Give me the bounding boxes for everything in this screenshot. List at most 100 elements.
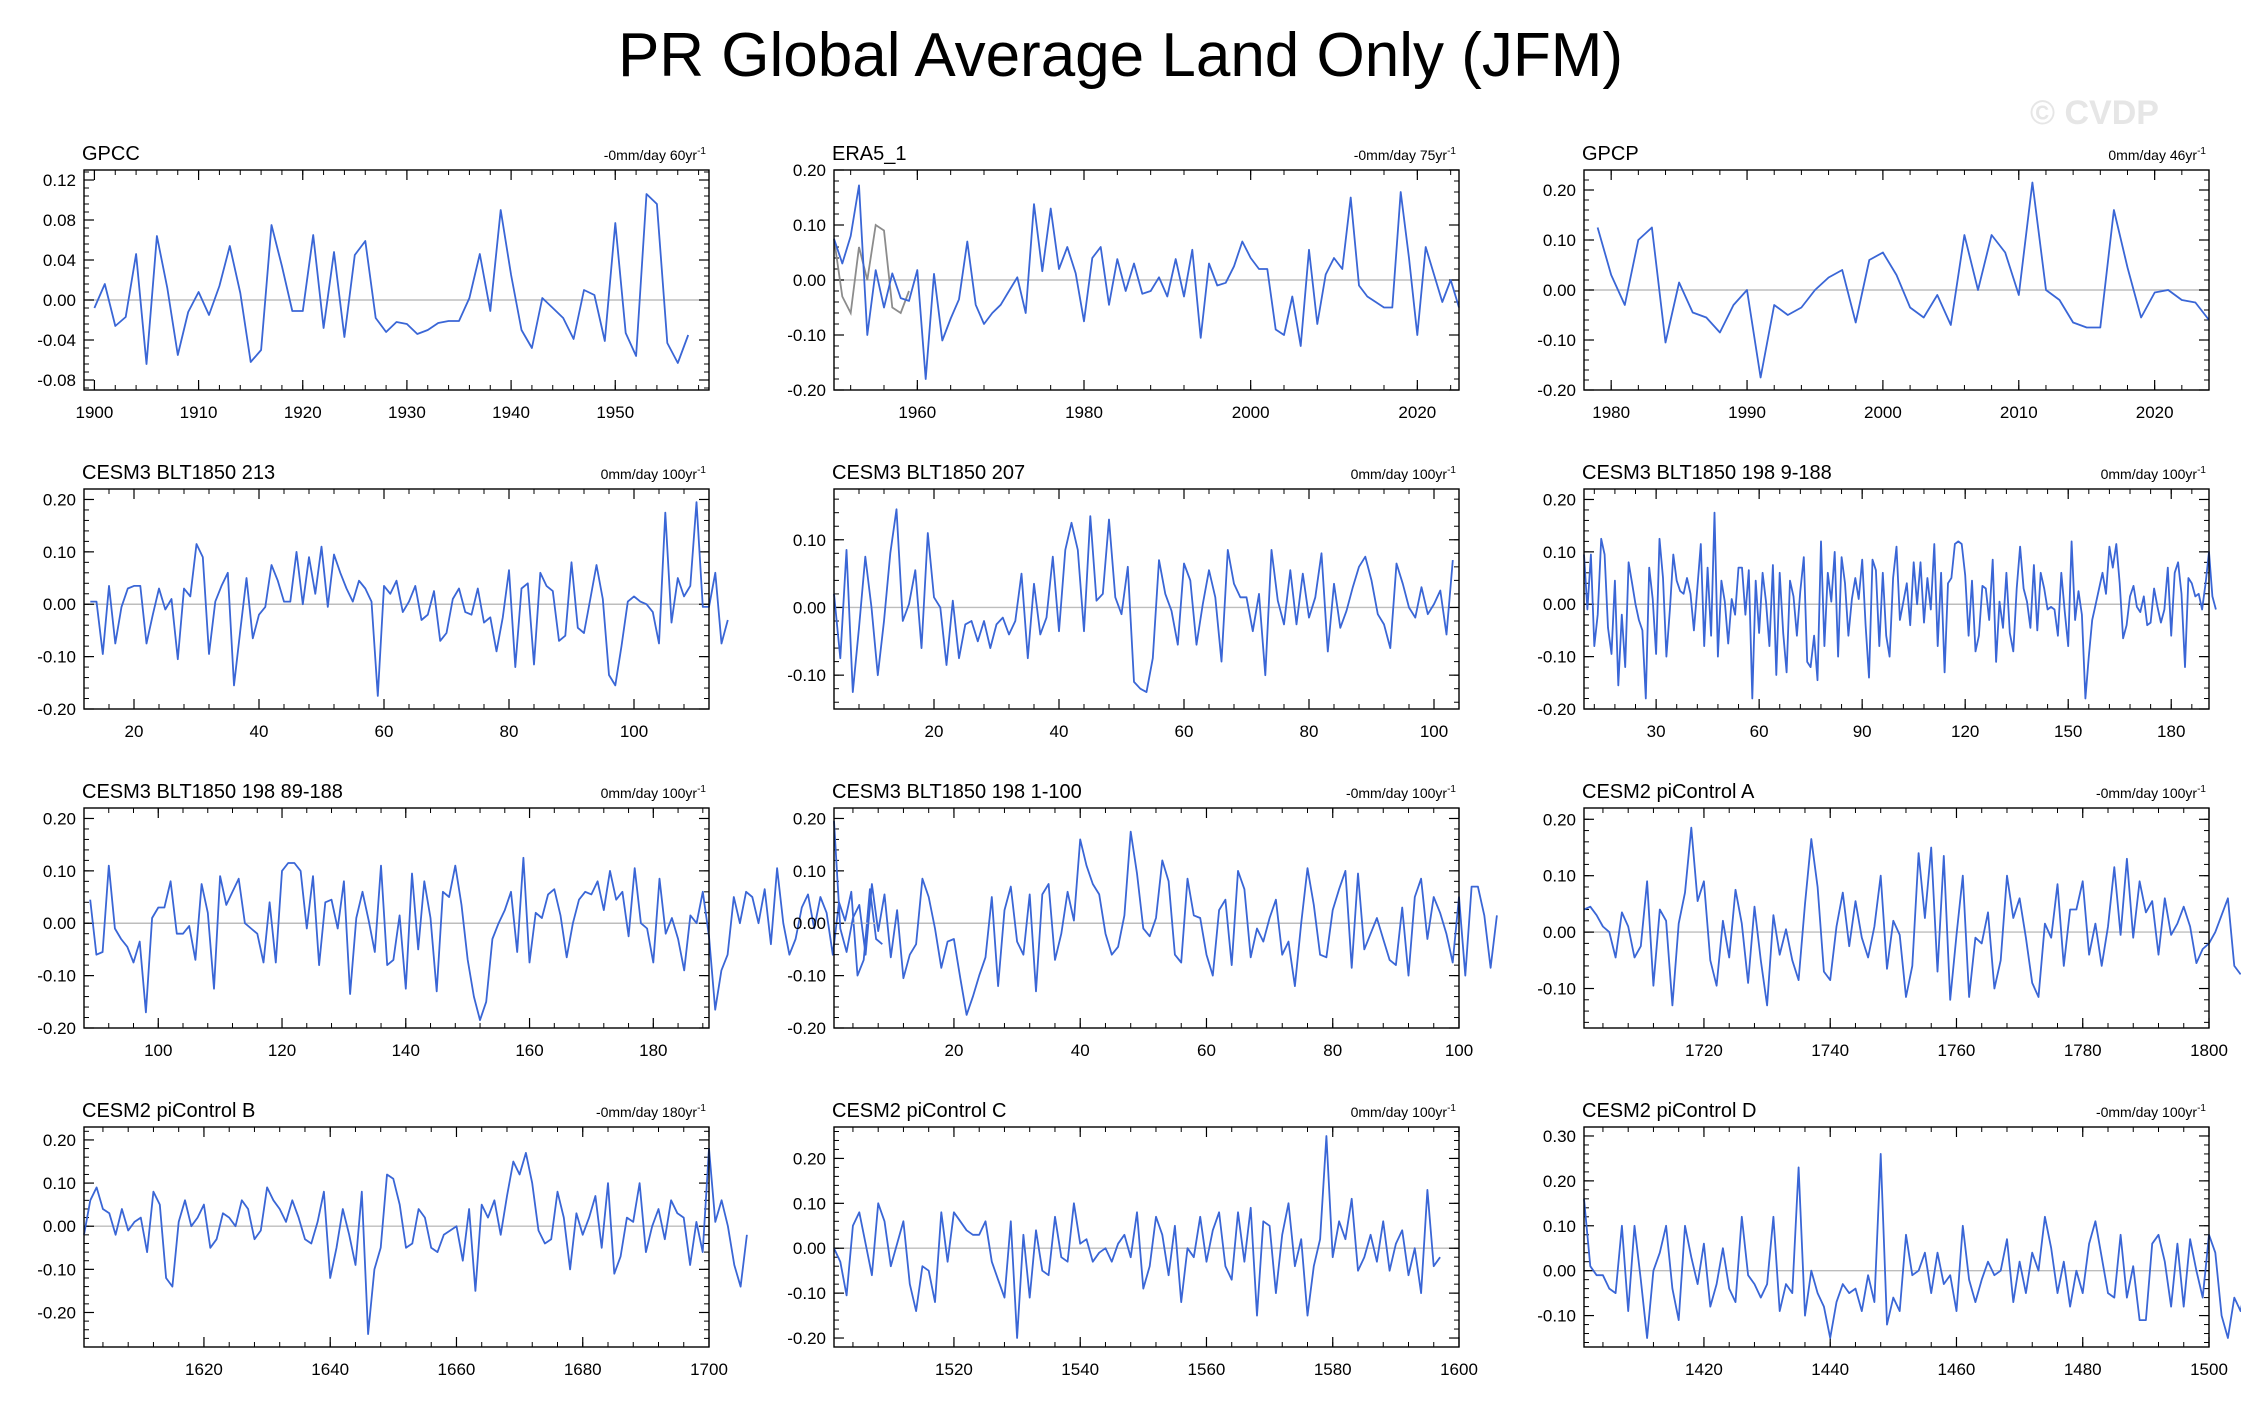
plot-frame — [83, 488, 710, 710]
panel-title: GPCC — [82, 143, 140, 165]
plot-frame — [833, 1126, 1460, 1348]
x-tick-label: 1580 — [1314, 1360, 1352, 1379]
x-tick-label: 1600 — [1440, 1360, 1478, 1379]
x-tick-label: 1800 — [2190, 1041, 2228, 1060]
series-line — [83, 1147, 748, 1335]
panel-info: 0mm/day 100yr-1 — [1351, 1103, 1457, 1120]
x-tick-label: 100 — [620, 722, 648, 741]
series-line — [833, 821, 1498, 1016]
x-tick-label: 180 — [639, 1041, 667, 1060]
y-tick-label: -0.10 — [787, 326, 826, 345]
y-tick-label: 0.20 — [43, 1131, 76, 1150]
panel-info: -0mm/day 60yr-1 — [604, 146, 707, 163]
series-line — [833, 508, 1454, 693]
x-tick-label: 1740 — [1811, 1041, 1849, 1060]
x-tick-label: 140 — [392, 1041, 420, 1060]
x-tick-label: 1780 — [2064, 1041, 2102, 1060]
y-tick-label: -0.20 — [787, 1329, 826, 1348]
x-tick-label: 1910 — [180, 403, 218, 422]
series-line — [1596, 181, 2210, 379]
chart-panel: CESM3 BLT1850 198 9-188 0mm/day 100yr-1 -0… — [1537, 462, 2217, 741]
x-tick-label: 100 — [144, 1041, 172, 1060]
y-tick-label: 0.00 — [43, 914, 76, 933]
y-tick-label: 0.10 — [1543, 867, 1576, 886]
x-tick-label: 1980 — [1065, 403, 1103, 422]
x-tick-label: 1920 — [284, 403, 322, 422]
y-tick-label: 0.04 — [43, 251, 76, 270]
x-tick-label: 2000 — [1864, 403, 1902, 422]
y-tick-label: -0.20 — [37, 700, 76, 719]
panel-info: 0mm/day 100yr-1 — [2101, 465, 2207, 482]
x-tick-label: 1900 — [76, 403, 114, 422]
panel-title: CESM3 BLT1850 213 — [82, 462, 275, 484]
y-tick-label: 0.00 — [793, 271, 826, 290]
y-tick-label: 0.20 — [1543, 490, 1576, 509]
y-tick-label: 0.10 — [793, 216, 826, 235]
y-tick-label: -0.10 — [1537, 1307, 1576, 1326]
y-tick-label: -0.10 — [37, 1260, 76, 1279]
chart-panel: GPCC -0mm/day 60yr-1 -0.08 -0.04 0.00 0.04 0.0… — [37, 143, 710, 422]
chart-panel: CESM3 BLT1850 213 0mm/day 100yr-1 -0.20 -0.… — [37, 462, 729, 741]
plot-frame — [1583, 169, 2210, 391]
x-tick-label: 1460 — [1938, 1360, 1976, 1379]
y-tick-label: 0.20 — [1543, 181, 1576, 200]
y-tick-label: 0.20 — [1543, 810, 1576, 829]
chart-panel: CESM2 piControl C 0mm/day 100yr-1 -0.20 -0.… — [787, 1100, 1478, 1379]
x-tick-label: 1520 — [935, 1360, 973, 1379]
y-tick-label: 0.08 — [43, 211, 76, 230]
y-tick-label: 0.00 — [1543, 281, 1576, 300]
panel-title: CESM2 piControl A — [1582, 781, 1755, 803]
y-tick-label: -0.10 — [787, 967, 826, 986]
series-line — [1583, 1153, 2241, 1339]
x-tick-label: 60 — [375, 722, 394, 741]
panel-info: 0mm/day 100yr-1 — [1351, 465, 1457, 482]
plot-frame — [83, 807, 710, 1029]
x-tick-label: 1990 — [1728, 403, 1766, 422]
y-tick-label: 0.10 — [43, 543, 76, 562]
x-tick-label: 1480 — [2064, 1360, 2102, 1379]
y-tick-label: 0.10 — [793, 531, 826, 550]
x-tick-label: 40 — [1050, 722, 1069, 741]
x-tick-label: 1540 — [1061, 1360, 1099, 1379]
x-tick-label: 1720 — [1685, 1041, 1723, 1060]
plot-frame — [833, 488, 1460, 710]
x-tick-label: 160 — [515, 1041, 543, 1060]
x-tick-label: 1640 — [311, 1360, 349, 1379]
y-tick-label: -0.10 — [1537, 331, 1576, 350]
panel-title: GPCP — [1582, 143, 1639, 165]
y-tick-label: 0.10 — [793, 862, 826, 881]
x-tick-label: 1680 — [564, 1360, 602, 1379]
chart-panel: CESM3 BLT1850 207 0mm/day 100yr-1 -0.10 0.0… — [787, 462, 1460, 741]
x-tick-label: 20 — [125, 722, 144, 741]
x-tick-label: 90 — [1853, 722, 1872, 741]
panel-info: -0mm/day 100yr-1 — [2096, 784, 2206, 801]
y-tick-label: -0.20 — [787, 381, 826, 400]
y-tick-label: -0.10 — [37, 967, 76, 986]
x-tick-label: 20 — [925, 722, 944, 741]
y-tick-label: -0.10 — [1537, 980, 1576, 999]
x-tick-label: 1660 — [438, 1360, 476, 1379]
y-tick-label: 0.10 — [1543, 231, 1576, 250]
y-tick-label: -0.04 — [37, 331, 76, 350]
chart-panel: CESM2 piControl D -0mm/day 100yr-1 -0.10 0.… — [1537, 1100, 2241, 1379]
x-tick-label: 40 — [1071, 1041, 1090, 1060]
y-tick-label: 0.12 — [43, 171, 76, 190]
y-tick-label: -0.20 — [1537, 700, 1576, 719]
x-tick-label: 60 — [1750, 722, 1769, 741]
x-tick-label: 100 — [1420, 722, 1448, 741]
y-tick-label: 0.00 — [43, 291, 76, 310]
y-tick-label: 0.00 — [793, 1239, 826, 1258]
panel-info: -0mm/day 100yr-1 — [2096, 1103, 2206, 1120]
plot-frame — [1583, 1126, 2210, 1348]
chart-panel: CESM3 BLT1850 198 89-188 0mm/day 100yr-1 -… — [37, 781, 883, 1060]
x-tick-label: 1620 — [185, 1360, 223, 1379]
plot-frame — [1583, 488, 2210, 710]
y-tick-label: 0.10 — [1543, 543, 1576, 562]
panel-title: CESM2 piControl C — [832, 1100, 1007, 1122]
overlay-series-line — [833, 223, 910, 317]
chart-panel: GPCP 0mm/day 46yr-1 -0.20 -0.10 0.00 0.10 0.20… — [1537, 143, 2210, 422]
series-line — [833, 1135, 1441, 1339]
series-line — [90, 501, 729, 697]
x-tick-label: 2020 — [2136, 403, 2174, 422]
